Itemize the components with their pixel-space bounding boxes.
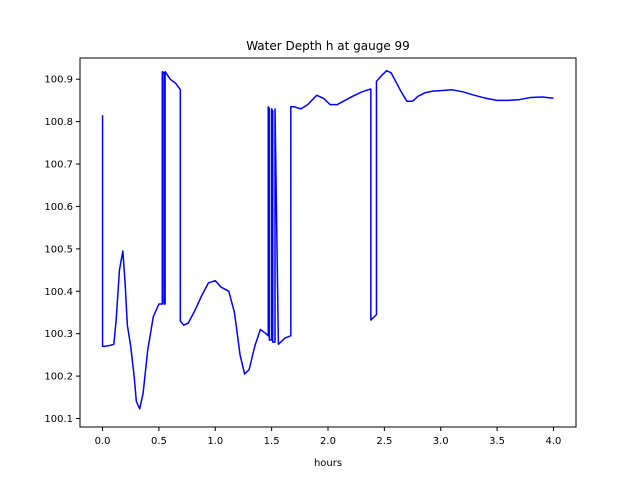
y-tick-label: 100.8 [44,117,73,128]
x-tick-label: 1.0 [207,436,223,447]
x-axis-label: hours [314,458,342,469]
x-tick-label: 0.5 [151,436,167,447]
y-tick-label: 100.9 [44,75,73,86]
y-tick-label: 100.6 [44,202,73,213]
y-tick-label: 100.3 [44,329,73,340]
y-tick-label: 100.7 [44,160,73,171]
y-tick-label: 100.5 [44,244,73,255]
x-tick-label: 4.0 [546,436,562,447]
plot-area [101,69,554,410]
x-tick-label: 2.0 [320,436,336,447]
x-tick-label: 0.0 [95,436,111,447]
chart-title: Water Depth h at gauge 99 [246,39,410,53]
y-tick-label: 100.2 [44,372,73,383]
y-tick-label: 100.4 [44,287,73,298]
x-tick-label: 3.5 [489,436,505,447]
x-tick-label: 1.5 [264,436,280,447]
x-tick-label: 2.5 [376,436,392,447]
x-tick-label: 3.0 [433,436,449,447]
series-line-0 [101,69,554,410]
tick-group: 0.0 0.5 1.0 1.5 2.0 2.5 3.0 3.5 4.0 100.1 100.2 100… [44,75,561,447]
y-tick-label: 100.1 [44,414,73,425]
